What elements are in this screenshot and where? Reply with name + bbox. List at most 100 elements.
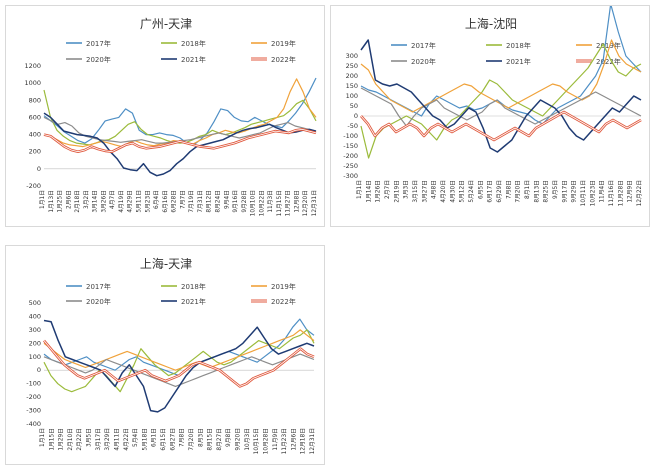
y-tick-label: 150: [346, 82, 358, 90]
legend-item: 2018年: [161, 282, 206, 291]
x-tick-label: 12月8日: [293, 190, 300, 213]
x-tick-label: 6月28日: [171, 190, 178, 213]
x-tick-label: 2月19日: [393, 180, 400, 203]
chart-svg-guangzhou-tianjin: 广州-天津 2017年 2018年 2019年 2020年 2021年 2022年 -200 0…: [24, 17, 318, 216]
series-line-2018: [43, 89, 317, 146]
x-tick-label: 1月14日: [365, 180, 372, 203]
x-tick-label: 12月6日: [290, 428, 297, 451]
x-tick-label: 12月31日: [309, 428, 316, 454]
x-tick-label: 1月1日: [39, 190, 46, 209]
x-tick-label: 1月26日: [375, 180, 382, 203]
x-tick-label: 2月10日: [67, 428, 74, 451]
series-line-2018: [43, 329, 315, 393]
x-tick-label: 9月5日: [552, 180, 559, 199]
legend-label: 2018年: [181, 282, 206, 291]
x-tick-label: 9月29日: [571, 180, 578, 203]
legend-label: 2017年: [411, 41, 436, 50]
y-tick-label: 0: [37, 366, 41, 374]
x-tick-label: 7月8日: [505, 180, 512, 199]
x-tick-label: 6月29日: [496, 180, 503, 203]
y-tick-label: 100: [346, 92, 358, 100]
chart-panel-shanghai-shenyang: 上海-沈阳 2017年 2018年 2019年 2020年 2021年 2022年 -300 -…: [330, 5, 650, 227]
legend-label: 2022年: [271, 297, 296, 306]
x-tick-label: 7月31日: [197, 190, 204, 213]
x-tick-label: 10月11日: [580, 180, 587, 206]
series-line-2021: [43, 112, 317, 177]
chart-title: 上海-沈阳: [465, 16, 517, 31]
series-line-2022: [43, 128, 317, 153]
legend-item: 2021年: [486, 57, 531, 66]
x-tick-label: 5月18日: [141, 428, 148, 451]
legend-item: 2020年: [66, 55, 111, 64]
legend-item: 2018年: [486, 41, 531, 50]
legend-item: 2018年: [161, 39, 206, 48]
chart-title: 上海-天津: [140, 256, 192, 271]
legend-item: 2017年: [66, 282, 111, 291]
x-tick-label: 11月4日: [599, 180, 606, 203]
x-tick-label: 3月5日: [86, 428, 93, 447]
legend-item: 2022年: [576, 57, 621, 66]
x-tick-label: 11月23日: [281, 428, 288, 454]
x-tick-label: 3月2日: [83, 190, 90, 209]
x-tick-label: 8月25日: [543, 180, 550, 203]
x-tick-label: 5月23日: [144, 190, 151, 213]
x-tick-label: 12月31日: [311, 190, 318, 216]
legend-item: 2020年: [391, 57, 436, 66]
chart-svg-shanghai-tianjin: 上海-天津 2017年 2018年 2019年 2020年 2021年 2022年 -400 -…: [26, 256, 316, 454]
legend-label: 2021年: [181, 55, 206, 64]
x-tick-label: 12月18日: [300, 428, 307, 454]
legend-item: 2020年: [66, 297, 111, 306]
x-tick-label: 4月30日: [449, 180, 456, 203]
x-tick-label: 4月22日: [123, 428, 130, 451]
x-tick-label: 3月3日: [403, 180, 410, 199]
y-tick-label: 400: [29, 131, 41, 139]
y-tick-label: -300: [343, 172, 358, 180]
x-tick-label: 6月27日: [169, 428, 176, 451]
y-tick-label: 200: [346, 72, 358, 80]
y-tick-label: 0: [37, 165, 41, 173]
legend-item: 2017年: [391, 41, 436, 50]
x-tick-label: 7月20日: [515, 180, 522, 203]
legend-item: 2019年: [576, 41, 621, 50]
x-tick-label: 3月29日: [104, 428, 111, 451]
legend-label: 2019年: [271, 39, 296, 48]
legend-item: 2019年: [251, 282, 296, 291]
x-tick-label: 5月4日: [132, 428, 139, 447]
y-tick-label: -100: [26, 380, 41, 388]
x-tick-label: 7月7日: [179, 190, 186, 209]
legend-label: 2017年: [86, 39, 111, 48]
legend-item: 2021年: [161, 297, 206, 306]
x-tick-label: 5月24日: [468, 180, 475, 203]
y-tick-label: -250: [343, 162, 358, 170]
y-tick-label: -200: [26, 393, 41, 401]
x-tick-label: 9月28日: [241, 190, 248, 213]
chart-title: 广州-天津: [140, 17, 192, 31]
y-tick-label: 0: [354, 112, 358, 120]
x-tick-label: 9月17日: [561, 180, 568, 203]
x-tick-label: 10月3日: [244, 428, 251, 451]
chart-panel-shanghai-tianjin: 上海-天津 2017年 2018年 2019年 2020年 2021年 2022年 -400 -…: [5, 245, 325, 465]
x-tick-label: 1月1日: [356, 180, 363, 199]
x-tick-label: 11月3日: [267, 190, 274, 213]
x-tick-label: 6月16日: [162, 190, 169, 213]
x-tick-label: 5月12日: [459, 180, 466, 203]
x-tick-label: 9月8日: [225, 428, 232, 447]
legend-item: 2017年: [66, 39, 111, 48]
y-tick-label: 1200: [24, 62, 41, 70]
legend-label: 2022年: [271, 55, 296, 64]
x-tick-label: 4月19日: [118, 190, 125, 213]
x-tick-label: 6月1日: [151, 428, 158, 447]
x-tick-label: 11月28日: [617, 180, 624, 206]
x-tick-label: 8月12日: [206, 190, 213, 213]
x-tick-label: 7月19日: [188, 190, 195, 213]
x-tick-label: 12月20日: [302, 190, 309, 216]
legend-label: 2020年: [86, 55, 111, 64]
y-tick-label: -300: [26, 407, 41, 415]
legend-item: 2022年: [251, 55, 296, 64]
x-tick-label: 5月11日: [136, 190, 143, 213]
y-tick-label: 200: [29, 339, 41, 347]
legend-label: 2019年: [271, 282, 296, 291]
y-tick-label: 200: [29, 148, 41, 156]
x-tick-label: 9月20日: [235, 428, 242, 451]
x-tick-label: 11月9日: [272, 428, 279, 451]
